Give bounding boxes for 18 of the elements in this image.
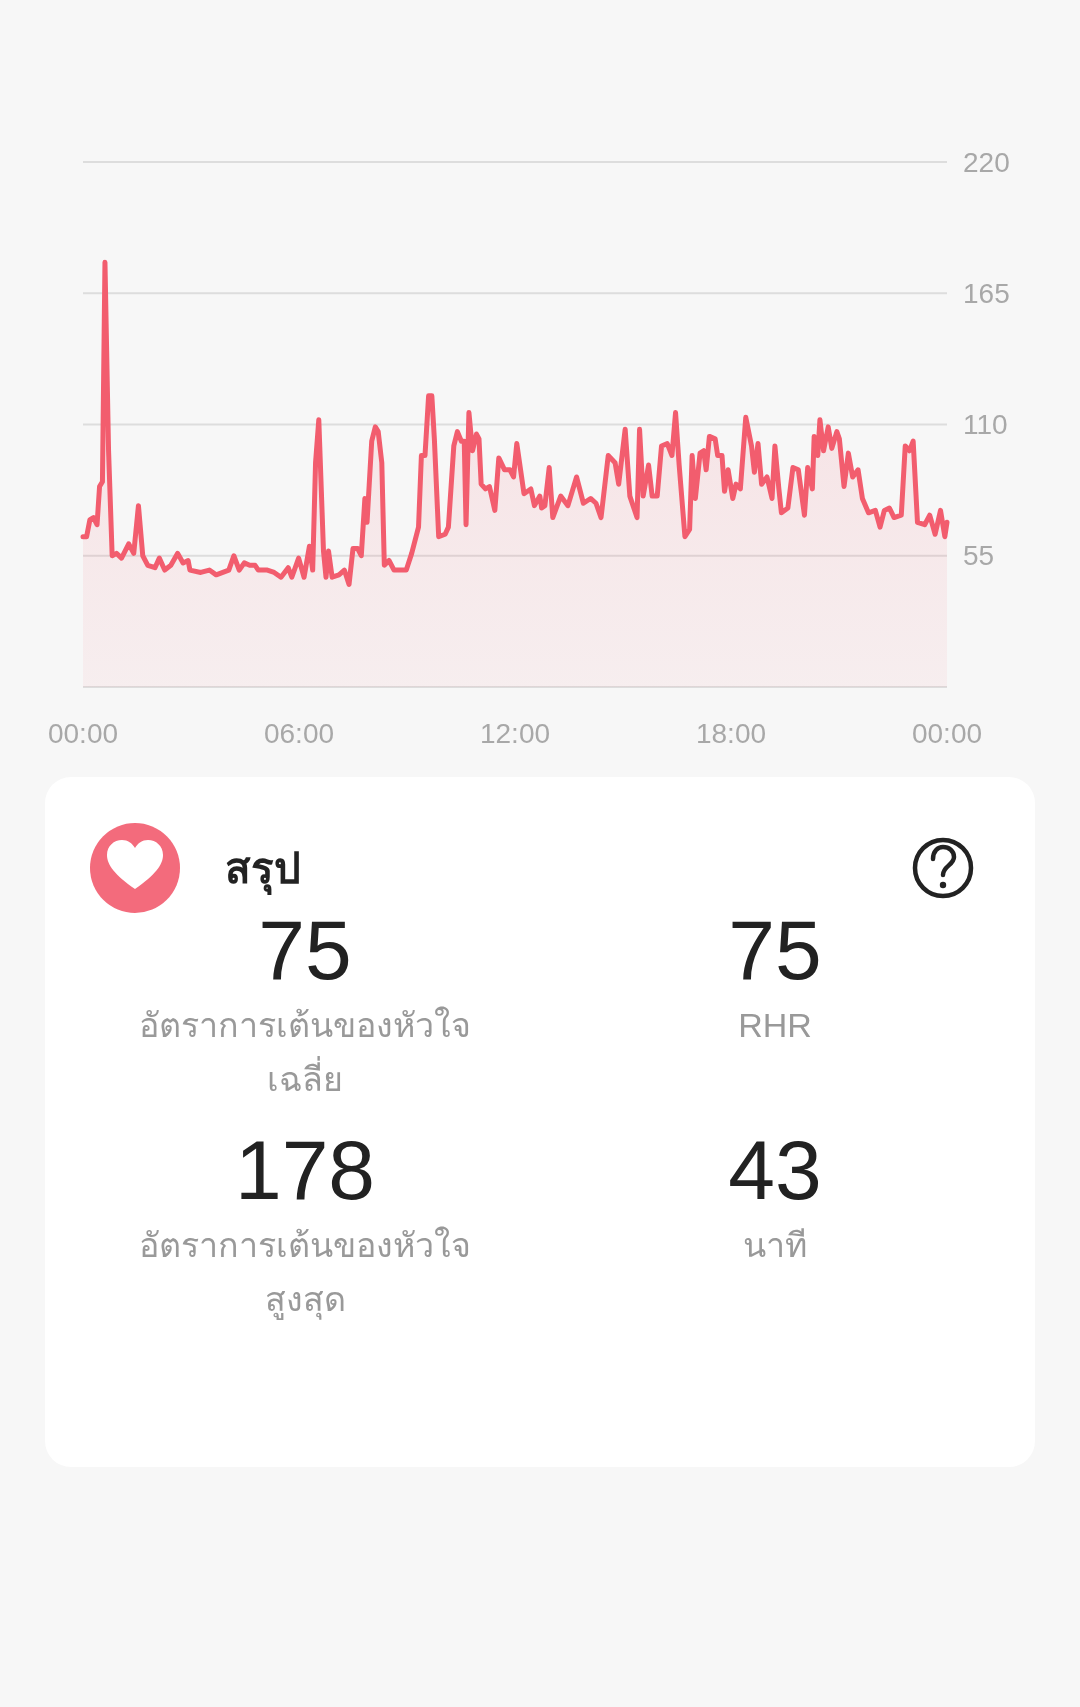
x-tick-label: 18:00 [695, 717, 767, 749]
x-tick-label: 12:00 [479, 717, 551, 749]
category-label: อัตราการเต้นของหัวใจเฉลี่ย [138, 1005, 472, 1100]
data-label: 75 [257, 902, 353, 998]
x-tick-label: 06:00 [263, 717, 335, 749]
text: สรุป [225, 844, 301, 897]
x-tick-label: 00:00 [47, 717, 119, 749]
category-label: นาที [742, 1225, 808, 1266]
data-label: 43 [727, 1122, 823, 1218]
y-tick-label: 165 [963, 277, 1010, 309]
data-label: 75 [727, 902, 823, 998]
x-tick-label: 00:00 [911, 717, 983, 749]
category-label: RHR [737, 1005, 813, 1046]
data-label: 178 [233, 1122, 377, 1218]
y-tick-label: 220 [963, 146, 1010, 178]
category-label: อัตราการเต้นของหัวใจสูงสุด [138, 1225, 472, 1322]
y-tick-label: 110 [963, 409, 1008, 440]
y-tick-label: 55 [963, 540, 995, 572]
